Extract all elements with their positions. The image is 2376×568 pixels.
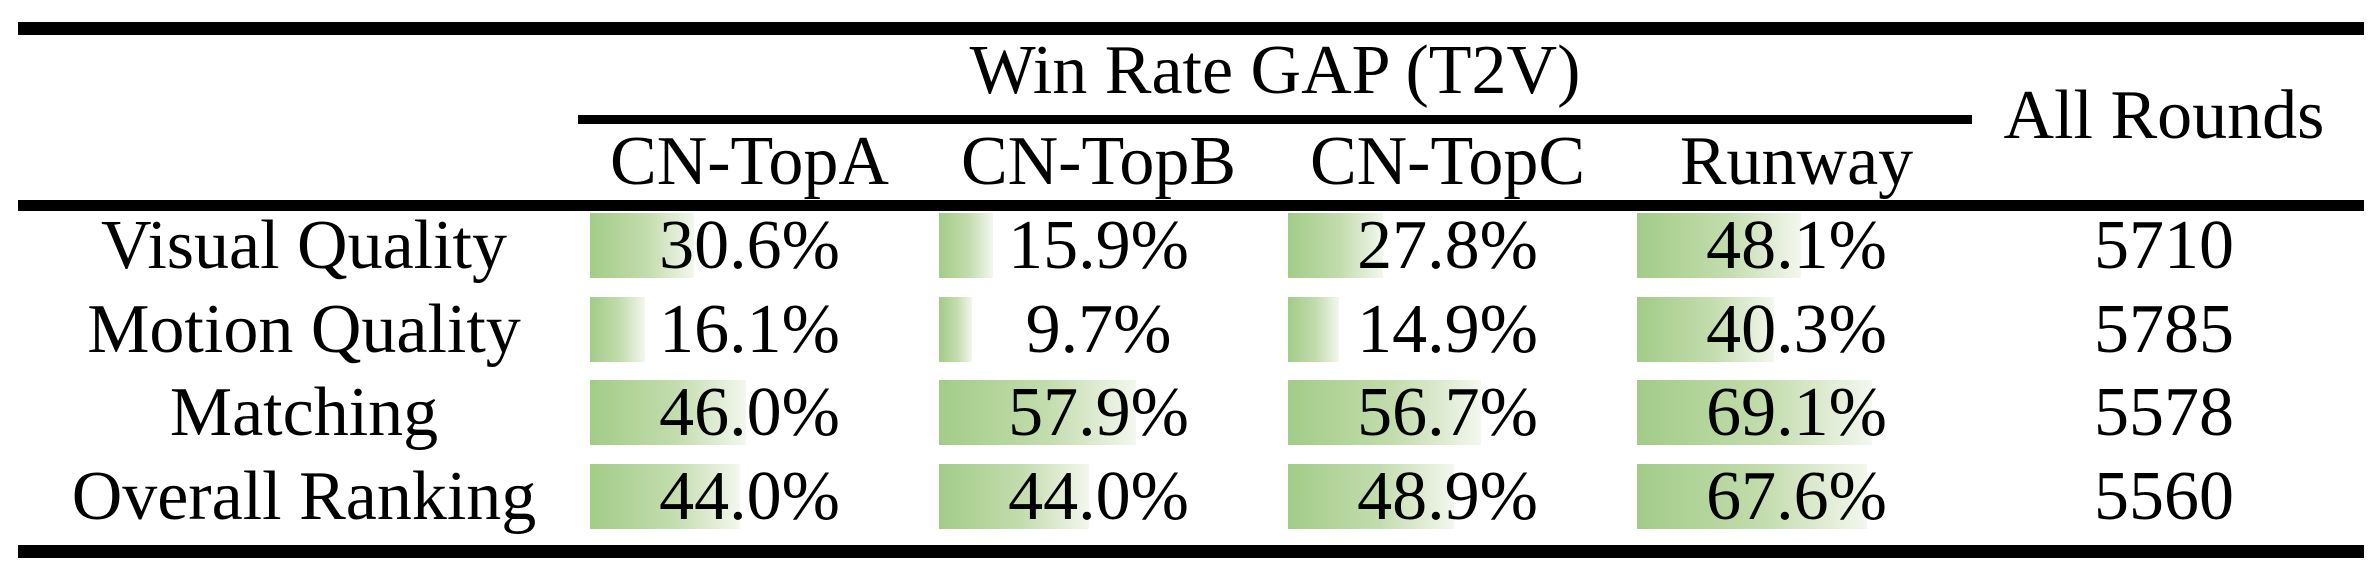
win-rate-cell: 27.8%: [1273, 210, 1622, 294]
table-row-visual-quality: Visual Quality 30.6% 15.9% 27.8% 48.1% 5…: [0, 210, 2376, 294]
all-rounds-value: 5710: [2094, 207, 2234, 284]
table-row-matching: Matching 46.0% 57.9% 56.7% 69.1% 5578: [0, 377, 2376, 461]
group-header-win-rate-gap: Win Rate GAP (T2V): [969, 32, 1581, 109]
win-rate-cell: 46.0%: [575, 377, 924, 461]
win-rate-value: 69.1%: [1706, 374, 1887, 452]
win-rate-cell: 16.1%: [575, 294, 924, 378]
win-rate-bar: [1637, 213, 1801, 278]
win-rate-value: 9.7%: [1025, 290, 1172, 368]
win-rate-value: 27.8%: [1357, 207, 1538, 284]
row-label: Overall Ranking: [71, 458, 537, 536]
win-rate-cell: 48.9%: [1273, 461, 1622, 545]
column-header-cn-topb: CN-TopB: [960, 123, 1237, 200]
win-rate-cell: 40.3%: [1622, 294, 1971, 378]
win-rate-value: 16.1%: [659, 290, 840, 368]
win-rate-value: 44.0%: [1008, 458, 1189, 536]
column-header-all-rounds: All Rounds: [2003, 77, 2325, 154]
row-label: Matching: [169, 374, 439, 452]
header-bottom-rule: [18, 200, 2364, 211]
all-rounds-value: 5578: [2094, 374, 2234, 452]
win-rate-bar: [590, 213, 694, 278]
win-rate-bar: [939, 464, 1089, 530]
win-rate-value: 30.6%: [659, 207, 840, 284]
win-rate-cell: 14.9%: [1273, 294, 1622, 378]
win-rate-value: 57.9%: [1008, 374, 1189, 452]
win-rate-bar: [590, 380, 747, 446]
table-top-rule: [18, 22, 2364, 35]
all-rounds-value: 5560: [2094, 458, 2234, 536]
win-rate-value: 14.9%: [1357, 290, 1538, 368]
win-rate-bar: [939, 213, 994, 278]
win-rate-bar: [590, 296, 645, 362]
win-rate-cell: 9.7%: [924, 294, 1273, 378]
win-rate-bar: [1288, 380, 1481, 446]
win-rate-value: 48.9%: [1357, 458, 1538, 536]
win-rate-bar: [1288, 464, 1455, 530]
win-rate-value: 46.0%: [659, 374, 840, 452]
table-bottom-rule: [18, 545, 2364, 558]
column-header-cn-topa: CN-TopA: [610, 123, 889, 200]
win-rate-bar: [1637, 380, 1872, 446]
win-rate-value: 48.1%: [1706, 207, 1887, 284]
win-rate-bar: [1637, 296, 1774, 362]
win-rate-bar: [1288, 296, 1339, 362]
win-rate-value: 67.6%: [1706, 458, 1887, 536]
win-rate-cell: 48.1%: [1622, 210, 1971, 294]
row-label: Motion Quality: [87, 290, 521, 368]
table-row-motion-quality: Motion Quality 16.1% 9.7% 14.9% 40.3% 57…: [0, 294, 2376, 378]
win-rate-cell: 57.9%: [924, 377, 1273, 461]
win-rate-bar: [939, 296, 972, 362]
column-header-cn-topc: CN-TopC: [1309, 123, 1586, 200]
column-header-runway: Runway: [1679, 123, 1914, 200]
win-rate-bar: [1288, 213, 1383, 278]
win-rate-value: 56.7%: [1357, 374, 1538, 452]
win-rate-cell: 44.0%: [575, 461, 924, 545]
win-rate-cell: 67.6%: [1622, 461, 1971, 545]
group-header-underline-rule: [578, 115, 1972, 124]
all-rounds-value: 5785: [2094, 290, 2234, 368]
win-rate-value: 40.3%: [1706, 290, 1887, 368]
win-rate-bar: [590, 464, 740, 530]
win-rate-bar: [939, 380, 1136, 446]
row-label: Visual Quality: [100, 207, 508, 284]
table-row-overall-ranking: Overall Ranking 44.0% 44.0% 48.9% 67.6% …: [0, 461, 2376, 545]
win-rate-bar: [1637, 464, 1867, 530]
win-rate-value: 44.0%: [659, 458, 840, 536]
win-rate-value: 15.9%: [1008, 207, 1189, 284]
table-body: Visual Quality 30.6% 15.9% 27.8% 48.1% 5…: [0, 210, 2376, 545]
win-rate-cell: 15.9%: [924, 210, 1273, 294]
win-rate-cell: 44.0%: [924, 461, 1273, 545]
win-rate-cell: 69.1%: [1622, 377, 1971, 461]
win-rate-cell: 56.7%: [1273, 377, 1622, 461]
win-rate-cell: 30.6%: [575, 210, 924, 294]
